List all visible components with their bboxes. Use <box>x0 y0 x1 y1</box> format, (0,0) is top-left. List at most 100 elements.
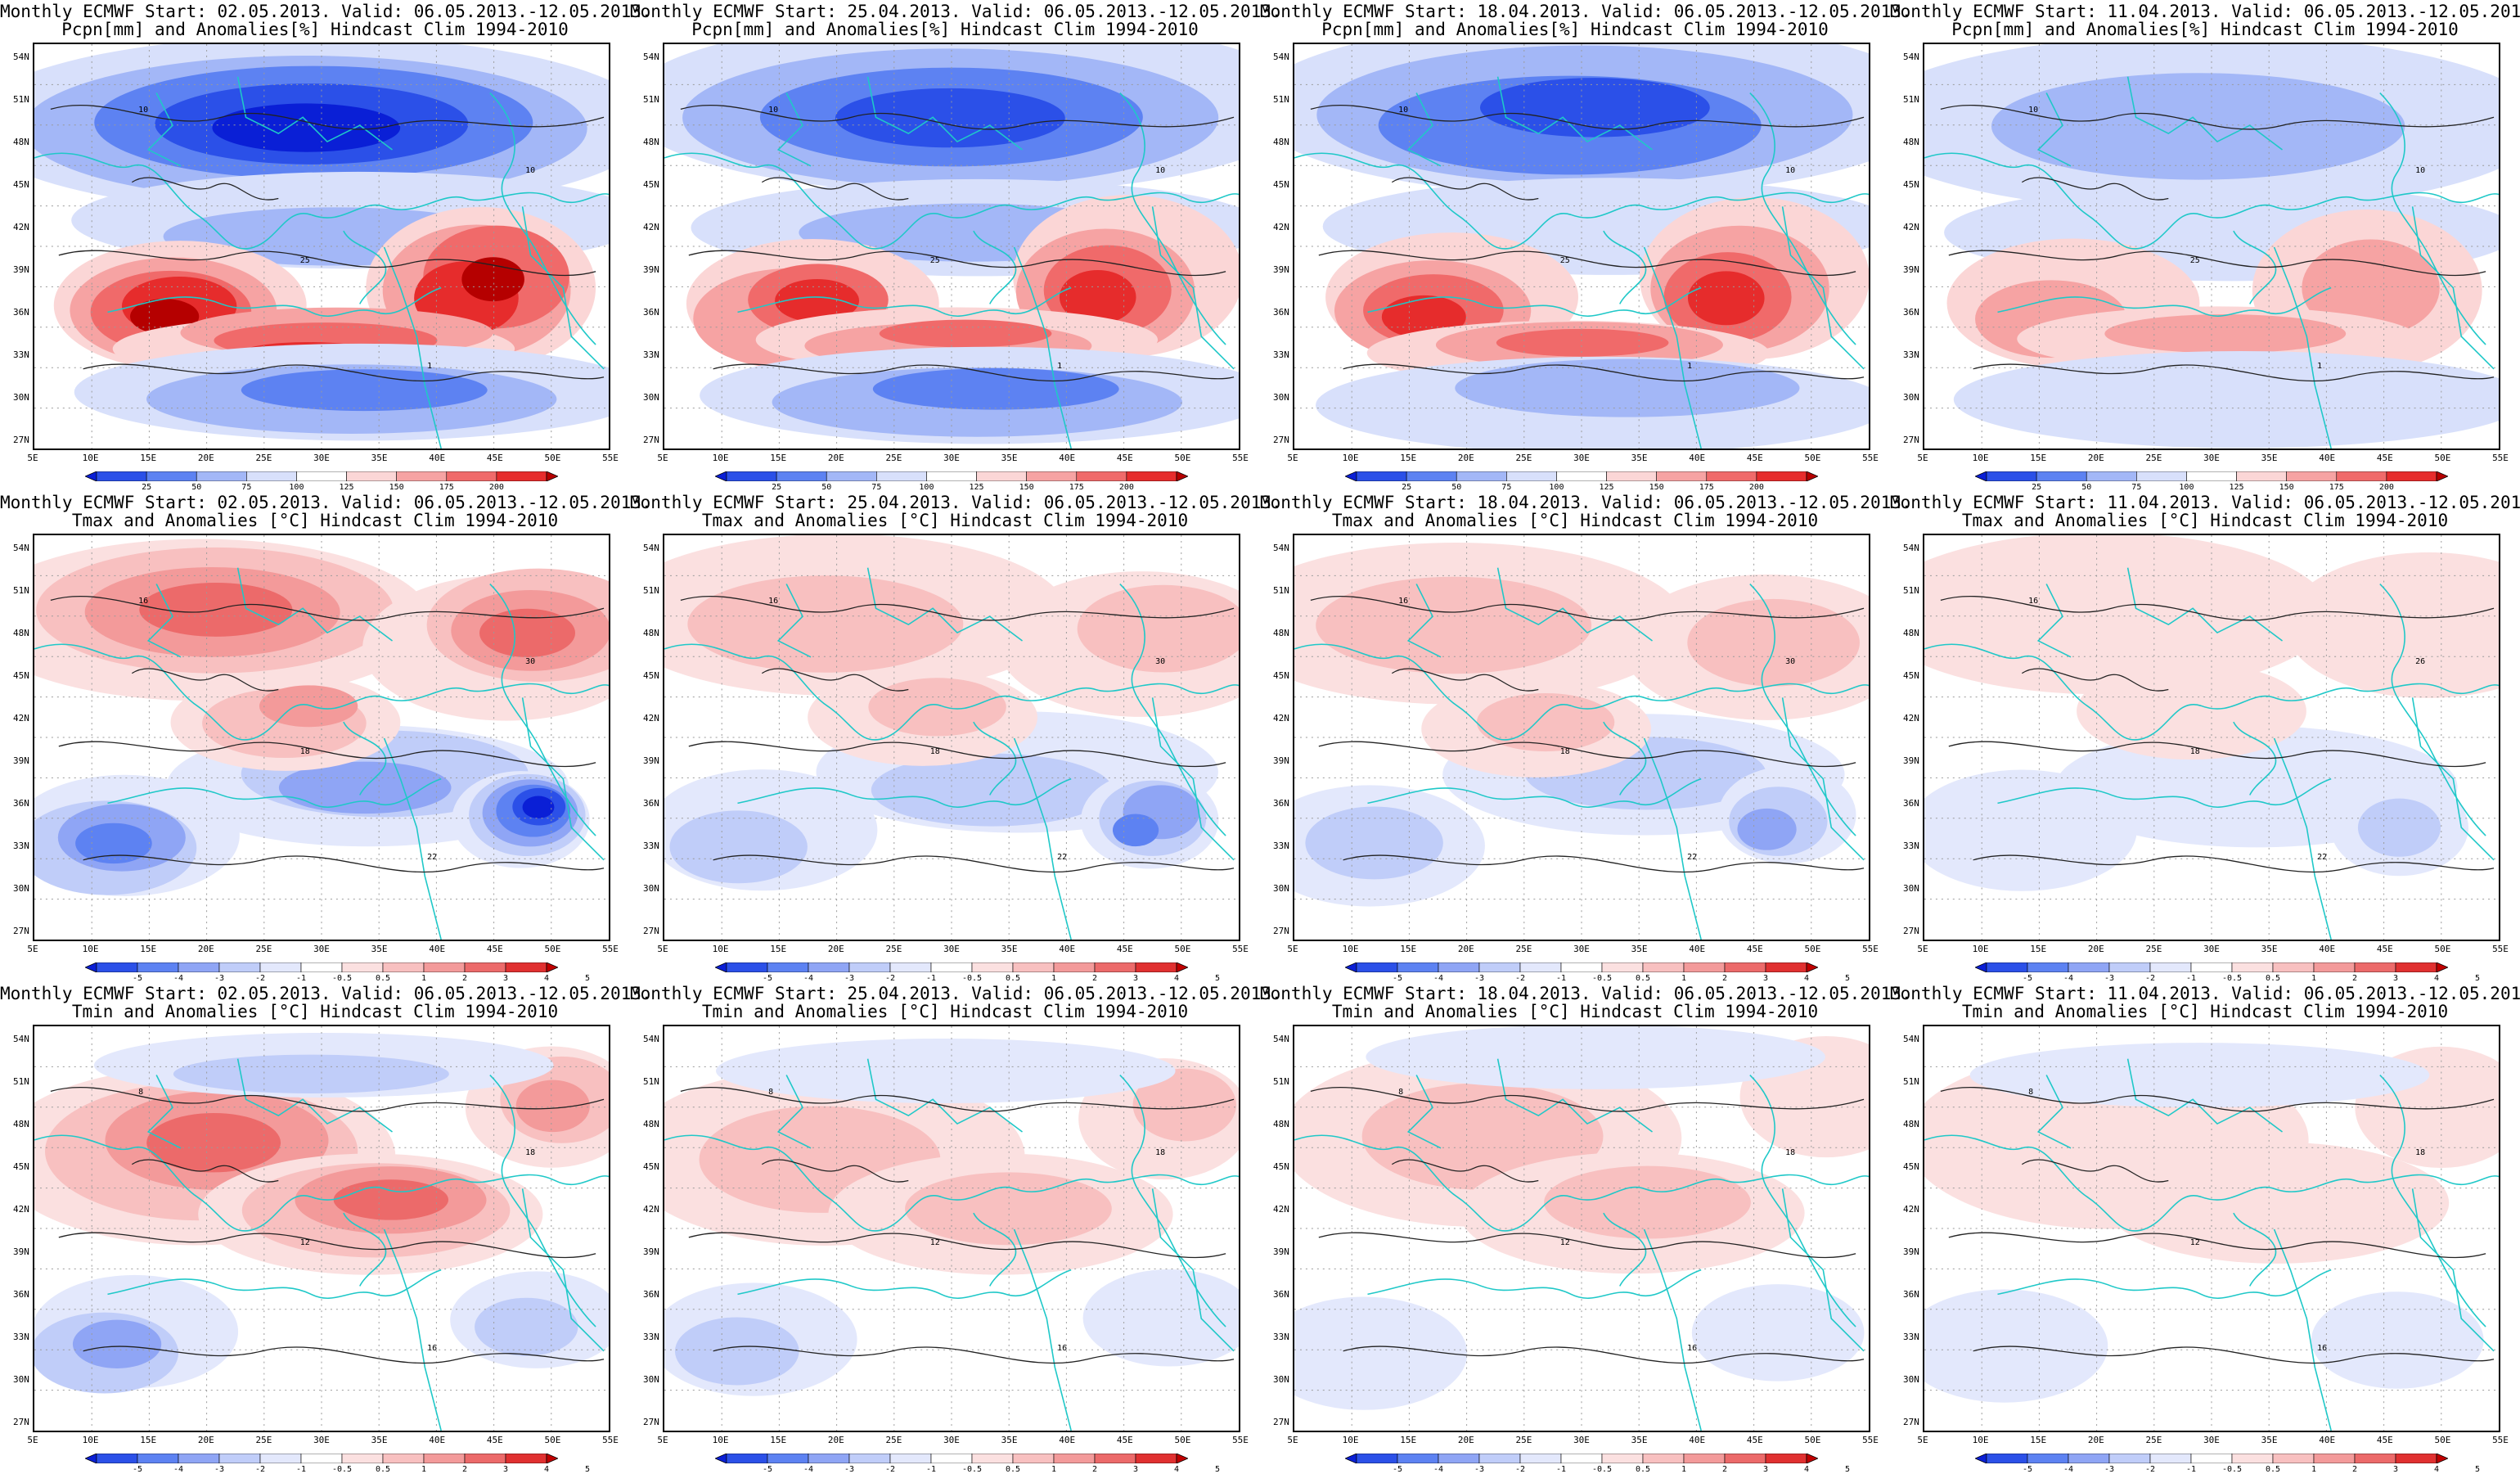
colorbar-swatch <box>1606 471 1657 481</box>
coastline <box>1013 1228 1072 1431</box>
colorbar-tick-label: 3 <box>1762 974 1769 983</box>
colorbar-max-arrow <box>1806 471 1818 481</box>
anomaly-area <box>1366 1026 1825 1089</box>
anomaly-area <box>715 1038 1176 1103</box>
colorbar-min-arrow <box>1975 471 1987 481</box>
contour-label: 10 <box>1785 166 1796 176</box>
colorbar-tick-label: -1 <box>925 1465 937 1474</box>
anomaly-area <box>1479 78 1710 137</box>
anomaly-area <box>2311 1291 2484 1389</box>
anomaly-area <box>1077 584 1239 673</box>
colorbar-swatch <box>889 962 932 972</box>
coastline <box>1997 1269 2332 1299</box>
coastline <box>737 778 1072 808</box>
coastline <box>2036 92 2072 167</box>
colorbar-swatch <box>1765 962 1807 972</box>
anomaly-area <box>2104 1142 2450 1264</box>
coastline <box>1997 286 2332 317</box>
longitude-tick-label: 25E <box>255 944 272 954</box>
latitude-tick-label: 33N <box>643 841 659 851</box>
contour-line <box>688 250 1226 277</box>
contour-line <box>1343 854 1865 873</box>
colorbar-tick-label: -0.5 <box>2221 974 2243 983</box>
latitude-tick-label: 51N <box>13 585 29 596</box>
coastline <box>107 778 442 808</box>
colorbar-swatch <box>1397 1454 1439 1463</box>
anomaly-area <box>835 88 1065 148</box>
coastline <box>2126 1058 2283 1133</box>
colorbar-swatch <box>2086 471 2137 481</box>
coastline <box>1781 1188 1865 1352</box>
colorbar-tick-label: -5 <box>2022 974 2033 983</box>
longitude-tick-label: 10E <box>82 944 99 954</box>
contour-line <box>1940 1086 2495 1112</box>
colorbar-tick-label: 175 <box>1069 483 1084 492</box>
colorbar-tick-label: -0.5 <box>961 1465 983 1474</box>
colorbar-tick-label: -0.5 <box>2221 1465 2243 1474</box>
colorbar-swatch <box>2068 1454 2110 1463</box>
latitude-tick-label: 45N <box>643 1161 659 1172</box>
longitude-tick-label: 35E <box>2261 453 2278 463</box>
panel-title: Monthly ECMWF Start: 18.04.2013. Valid: … <box>1260 984 1912 1003</box>
latitude-tick-label: 54N <box>13 52 29 62</box>
contour-line <box>1973 363 2495 382</box>
longitude-tick-label: 40E <box>429 944 446 954</box>
colorbar-tick-label: -2 <box>884 974 896 983</box>
latitude-tick-label: 54N <box>13 1034 29 1044</box>
colorbar-swatch <box>178 962 220 972</box>
colorbar-swatch <box>218 962 261 972</box>
colorbar-tick-label: -1 <box>295 974 307 983</box>
colorbar-tick-label: 1 <box>2311 1465 2317 1474</box>
latitude-tick-label: 42N <box>1273 713 1289 723</box>
latitude-tick-label: 27N <box>1273 435 1289 445</box>
latitude-tick-label: 54N <box>1273 52 1289 62</box>
coastline <box>1603 1212 1647 1287</box>
colorbar-swatch <box>726 471 777 481</box>
colorbar-tick-label: -2 <box>254 1465 266 1474</box>
colorbar-swatch <box>2190 962 2233 972</box>
coastline <box>664 643 1239 741</box>
colorbar-canvas <box>1975 962 2448 972</box>
contour-label: 10 <box>1155 166 1166 176</box>
colorbar-tick-label: 175 <box>439 483 454 492</box>
panel-title: Monthly ECMWF Start: 18.04.2013. Valid: … <box>1260 493 1912 512</box>
anomaly-area <box>515 1080 590 1133</box>
colorbar-swatch <box>1724 962 1766 972</box>
latitude-tick-label: 51N <box>13 1076 29 1087</box>
anomaly-map: 8 12 16 18 <box>1293 1025 1870 1432</box>
contour-label: 18 <box>1785 1148 1796 1158</box>
colorbar-swatch <box>1397 962 1439 972</box>
colorbar-swatch <box>1656 471 1708 481</box>
coastline <box>2126 567 2283 642</box>
latitude-tick-label: 36N <box>643 307 659 318</box>
longitude-tick-label: 50E <box>544 944 561 954</box>
colorbar-min-arrow <box>715 1454 727 1463</box>
coastline <box>2233 721 2277 796</box>
latitude-tick-label: 45N <box>1903 179 1919 190</box>
coastline <box>1643 737 1702 940</box>
anomaly-area <box>687 575 964 673</box>
latitude-tick-label: 48N <box>1273 137 1289 147</box>
colorbar-swatch <box>296 471 347 481</box>
longitude-tick-label: 10E <box>1342 453 1359 463</box>
colorbar-swatch <box>1478 1454 1521 1463</box>
latitude-tick-label: 27N <box>1273 926 1289 936</box>
colorbar-tick-label: 125 <box>969 483 984 492</box>
longitude-tick-label: 50E <box>1804 453 1821 463</box>
forecast-panel: Monthly ECMWF Start: 18.04.2013. Valid: … <box>1260 0 1912 492</box>
longitude-tick-label: 15E <box>140 453 157 463</box>
panel-title: Monthly ECMWF Start: 11.04.2013. Valid: … <box>1890 984 2520 1003</box>
anomaly-map: 8 12 16 18 <box>1923 1025 2500 1432</box>
map-canvas <box>1294 1026 1869 1431</box>
colorbar-swatch <box>2395 962 2437 972</box>
contour-label: 10 <box>1398 105 1409 115</box>
latitude-tick-label: 42N <box>643 713 659 723</box>
contour-line <box>1318 250 1856 277</box>
longitude-tick-label: 30E <box>313 944 330 954</box>
latitude-tick-label: 30N <box>643 392 659 403</box>
anomaly-area <box>1691 1284 1865 1382</box>
latitude-tick-label: 27N <box>13 435 29 445</box>
contour-label: 12 <box>929 1237 940 1247</box>
coastline <box>1924 1134 2499 1232</box>
longitude-tick-label: 25E <box>1515 944 1532 954</box>
